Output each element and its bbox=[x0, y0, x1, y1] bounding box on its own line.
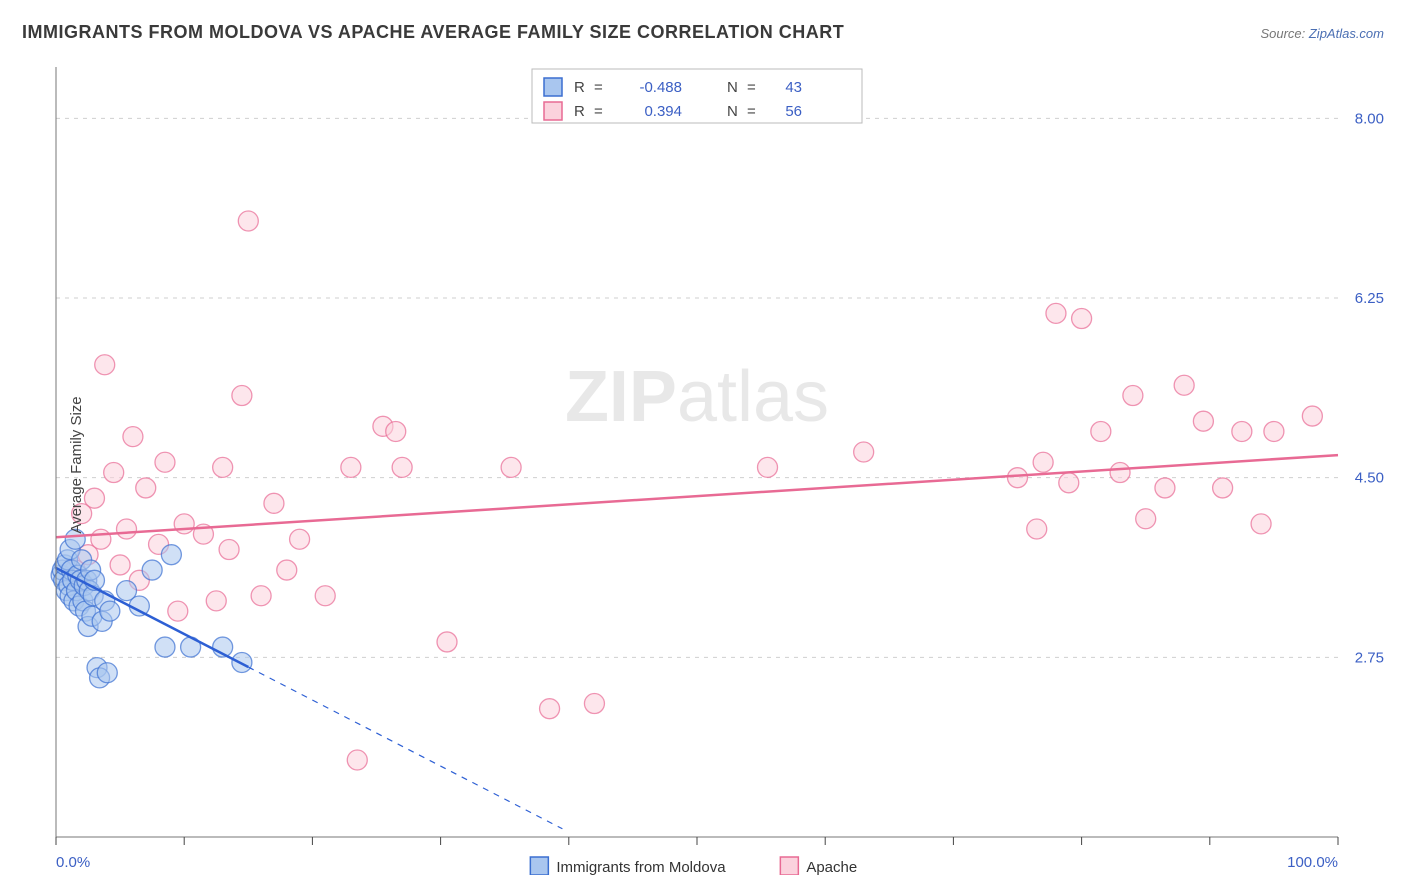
data-point bbox=[91, 529, 111, 549]
data-point bbox=[341, 457, 361, 477]
legend-swatch bbox=[544, 102, 562, 120]
data-point bbox=[392, 457, 412, 477]
source-prefix: Source: bbox=[1260, 26, 1308, 41]
y-axis-label: Average Family Size bbox=[68, 396, 85, 533]
legend-label: Apache bbox=[806, 859, 857, 875]
data-point bbox=[277, 560, 297, 580]
data-point bbox=[168, 601, 188, 621]
legend-swatch bbox=[780, 857, 798, 875]
data-point bbox=[100, 601, 120, 621]
data-point bbox=[1193, 411, 1213, 431]
data-point bbox=[1264, 421, 1284, 441]
data-point bbox=[95, 355, 115, 375]
data-point bbox=[104, 463, 124, 483]
data-point bbox=[1155, 478, 1175, 498]
data-point bbox=[123, 427, 143, 447]
svg-text:=: = bbox=[594, 103, 603, 120]
data-point bbox=[1232, 421, 1252, 441]
data-point bbox=[540, 699, 560, 719]
y-tick-label: 4.50 bbox=[1355, 470, 1384, 487]
data-point bbox=[155, 637, 175, 657]
legend-swatch bbox=[544, 78, 562, 96]
data-point bbox=[1008, 468, 1028, 488]
data-point bbox=[1251, 514, 1271, 534]
source-link[interactable]: ZipAtlas.com bbox=[1309, 26, 1384, 41]
data-point bbox=[219, 540, 239, 560]
data-point bbox=[1123, 386, 1143, 406]
x-tick-label: 0.0% bbox=[56, 854, 90, 871]
data-point bbox=[1091, 421, 1111, 441]
svg-text:R: R bbox=[574, 79, 585, 96]
data-point bbox=[1302, 406, 1322, 426]
data-point bbox=[854, 442, 874, 462]
data-point bbox=[1174, 375, 1194, 395]
legend-label: Immigrants from Moldova bbox=[556, 859, 726, 875]
y-tick-label: 8.00 bbox=[1355, 110, 1384, 127]
data-point bbox=[290, 529, 310, 549]
chart-container: Average Family Size ZIPatlas 0.0% 100.0% 2.… bbox=[0, 55, 1406, 875]
data-point bbox=[758, 457, 778, 477]
data-point bbox=[584, 694, 604, 714]
data-point bbox=[315, 586, 335, 606]
data-point bbox=[1213, 478, 1233, 498]
data-point bbox=[97, 663, 117, 683]
data-point bbox=[84, 488, 104, 508]
legend-n-value: 43 bbox=[785, 79, 802, 96]
x-tick-label: 100.0% bbox=[1287, 854, 1338, 871]
legend-r-value: 0.394 bbox=[644, 103, 682, 120]
legend-swatch bbox=[530, 857, 548, 875]
data-point bbox=[1033, 452, 1053, 472]
data-point bbox=[117, 519, 137, 539]
data-point bbox=[1072, 309, 1092, 329]
data-point bbox=[232, 386, 252, 406]
data-point bbox=[437, 632, 457, 652]
data-point bbox=[110, 555, 130, 575]
y-tick-label: 6.25 bbox=[1355, 290, 1384, 307]
data-point bbox=[347, 750, 367, 770]
legend-n-value: 56 bbox=[785, 103, 802, 120]
svg-text:N: N bbox=[727, 103, 738, 120]
data-point bbox=[251, 586, 271, 606]
data-point bbox=[1110, 463, 1130, 483]
y-tick-label: 2.75 bbox=[1355, 649, 1384, 666]
svg-text:=: = bbox=[747, 103, 756, 120]
data-point bbox=[142, 560, 162, 580]
scatter-chart: ZIPatlas 0.0% 100.0% 2.75 4.50 6.25 8.00 R = -0.4… bbox=[0, 55, 1406, 875]
svg-text:=: = bbox=[747, 79, 756, 96]
data-point bbox=[136, 478, 156, 498]
data-point bbox=[155, 452, 175, 472]
data-point bbox=[1136, 509, 1156, 529]
svg-text:=: = bbox=[594, 79, 603, 96]
data-point bbox=[1027, 519, 1047, 539]
data-point bbox=[501, 457, 521, 477]
chart-title: IMMIGRANTS FROM MOLDOVA VS APACHE AVERAG… bbox=[22, 22, 844, 43]
data-point bbox=[1046, 303, 1066, 323]
data-point bbox=[386, 421, 406, 441]
svg-text:N: N bbox=[727, 79, 738, 96]
data-point bbox=[264, 493, 284, 513]
svg-text:ZIPatlas: ZIPatlas bbox=[565, 357, 829, 437]
legend-r-value: -0.488 bbox=[639, 79, 682, 96]
data-point bbox=[213, 457, 233, 477]
data-point bbox=[206, 591, 226, 611]
data-point bbox=[161, 545, 181, 565]
svg-text:R: R bbox=[574, 103, 585, 120]
data-point bbox=[238, 211, 258, 231]
data-point bbox=[1059, 473, 1079, 493]
source-credit: Source: ZipAtlas.com bbox=[1260, 26, 1384, 41]
data-point bbox=[174, 514, 194, 534]
